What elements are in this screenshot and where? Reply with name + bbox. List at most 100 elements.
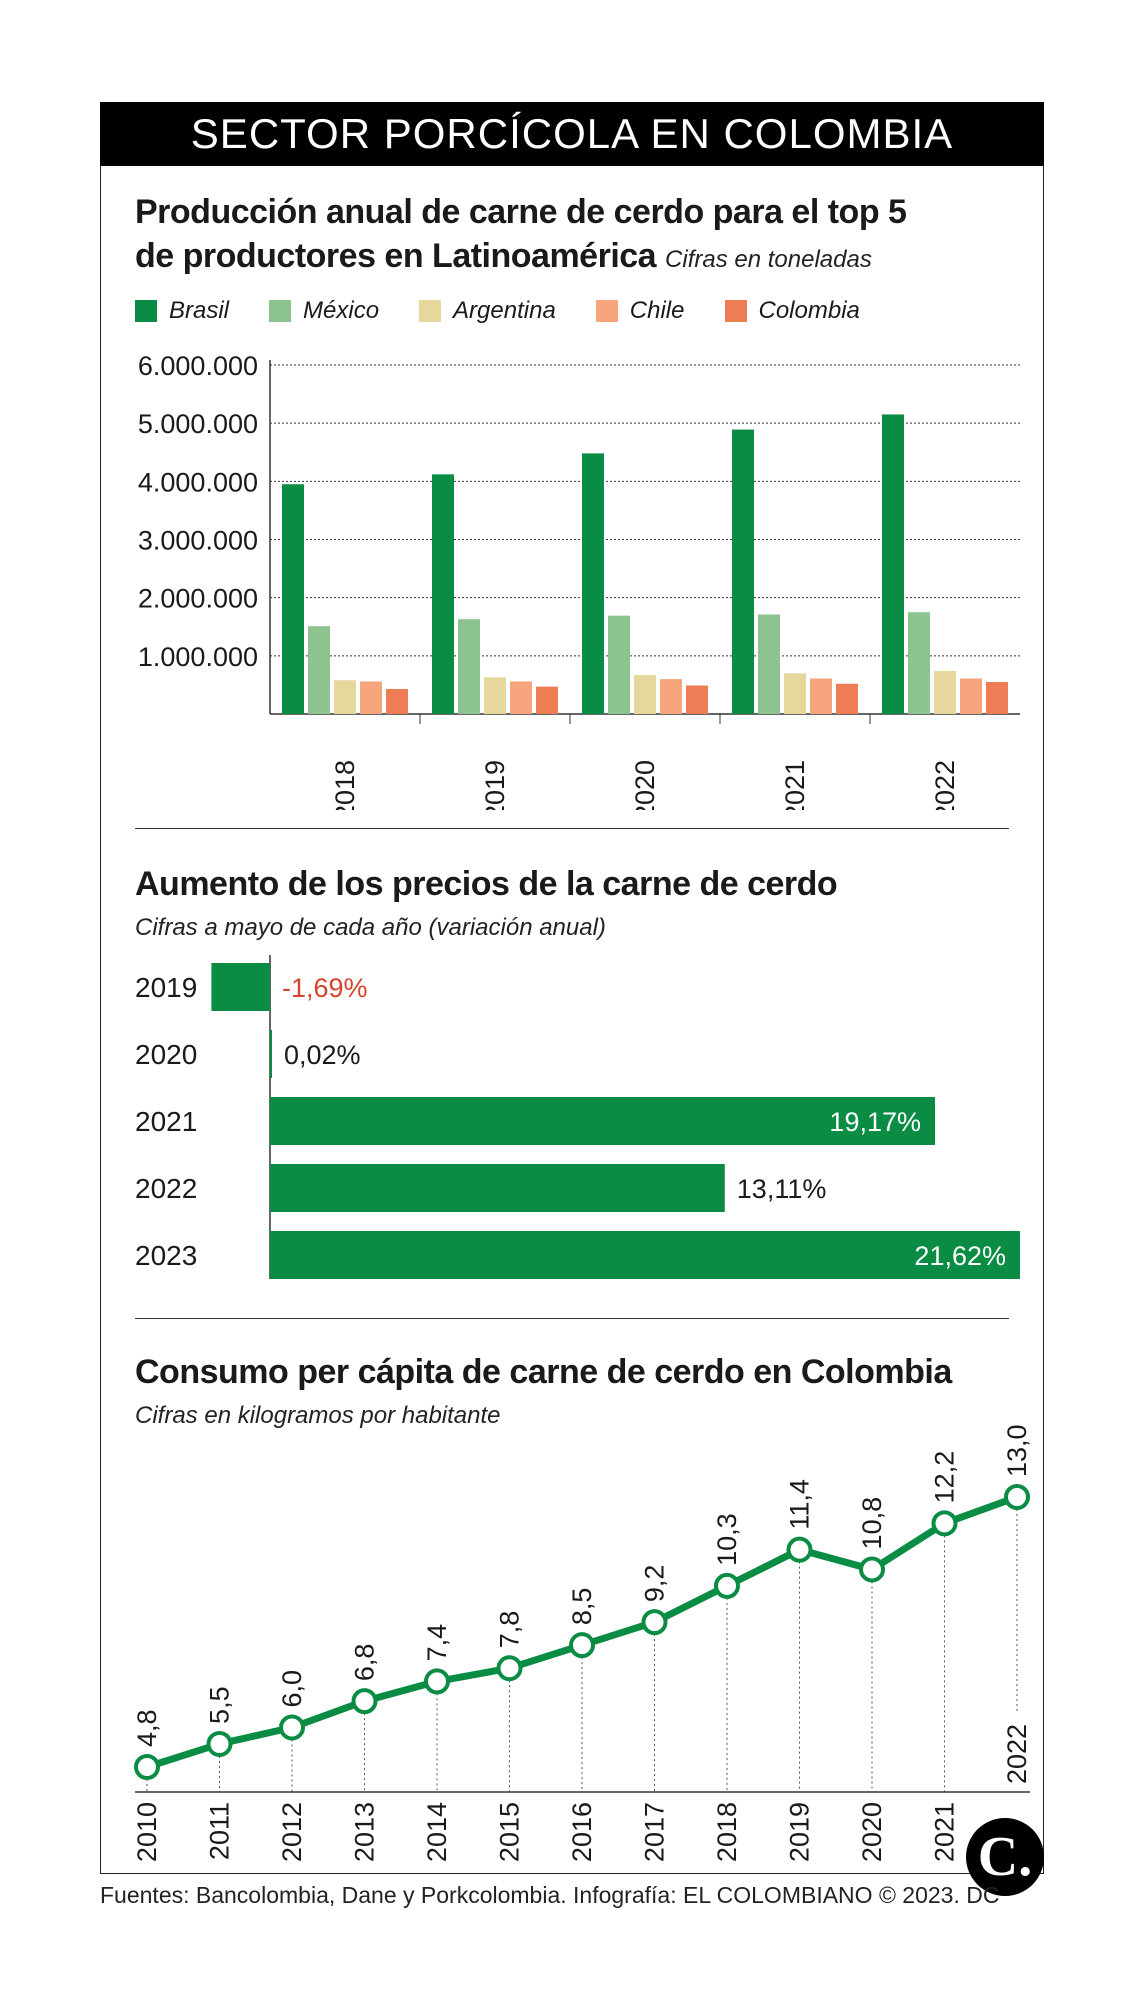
- bar-brasil-2019: [432, 474, 454, 714]
- point-2018: [714, 1572, 740, 1599]
- consumption-subtitle: Cifras en kilogramos por habitante: [135, 1402, 501, 1429]
- bar-chile-2019: [510, 681, 532, 714]
- bar-colombia-2020: [686, 685, 708, 714]
- year-label: 2022: [135, 1173, 197, 1204]
- value-label: 19,17%: [829, 1107, 921, 1137]
- point-value-label: 4,8: [132, 1709, 162, 1747]
- year-label: 2020: [857, 1802, 887, 1862]
- production-subtitle: Cifras en toneladas: [665, 246, 872, 273]
- year-label: 2010: [132, 1802, 162, 1862]
- year-label: 2015: [495, 1802, 525, 1862]
- price-bar-2022: [270, 1164, 725, 1212]
- point-2014: [424, 1668, 450, 1695]
- bar-méxico-2020: [608, 615, 630, 714]
- year-label: 2020: [135, 1039, 197, 1070]
- bar-colombia-2022: [986, 682, 1008, 714]
- bar-colombia-2018: [386, 688, 408, 714]
- y-tick-label: 5.000.000: [138, 409, 258, 439]
- legend-swatch: [135, 300, 157, 322]
- point-value-label: 7,8: [495, 1611, 525, 1649]
- point-value-label: 9,2: [640, 1565, 670, 1603]
- point-2017: [641, 1609, 668, 1636]
- prices-chart: 2019 -1,69% 2020 0,02% 2021 19,17% 2022 13,11% 2…: [135, 955, 1020, 1279]
- price-bar-2019: [211, 963, 270, 1011]
- bar-chile-2018: [360, 681, 382, 714]
- legend-item-chile: Chile: [595, 297, 685, 325]
- price-bar-2020: [270, 1030, 272, 1078]
- x-tick-label: 2020: [630, 760, 660, 810]
- price-bar-2021: [270, 1097, 936, 1145]
- year-label: 2017: [640, 1802, 670, 1862]
- bar-colombia-2021: [836, 683, 858, 714]
- year-label: 2023: [135, 1240, 197, 1271]
- x-tick-label: 2021: [780, 760, 810, 810]
- footer-sources: Fuentes: Bancolombia, Dane y Porkcolombi…: [100, 1882, 1000, 1908]
- production-title-line1: Producción anual de carne de cerdo para …: [135, 193, 907, 231]
- point-value-label: 5,5: [205, 1686, 235, 1724]
- point-2012: [279, 1714, 305, 1741]
- consumption-title: Consumo per cápita de carne de cerdo en …: [135, 1353, 952, 1391]
- x-tick-label: 2022: [930, 760, 960, 810]
- bar-méxico-2022: [908, 612, 930, 714]
- bar-méxico-2019: [458, 619, 480, 714]
- year-label: 2019: [785, 1802, 815, 1862]
- y-tick-label: 6.000.000: [138, 351, 258, 381]
- bar-argentina-2018: [334, 680, 356, 714]
- bar-chile-2020: [660, 679, 682, 714]
- point-2022: [1004, 1484, 1030, 1510]
- divider-2: [135, 1318, 1009, 1319]
- production-title-line2: de productores en Latinoamérica: [135, 237, 657, 275]
- bar-brasil-2018: [282, 484, 304, 714]
- bar-méxico-2021: [758, 614, 780, 714]
- value-label: 21,62%: [914, 1241, 1006, 1271]
- point-value-label: 6,8: [350, 1644, 380, 1682]
- point-value-label: 6,0: [277, 1670, 307, 1708]
- point-value-label: 12,2: [930, 1451, 960, 1504]
- banner-title: SECTOR PORCÍCOLA EN COLOMBIA: [100, 102, 1044, 166]
- year-label: 2022: [1002, 1724, 1032, 1784]
- legend-item-colombia: Colombia: [724, 297, 860, 325]
- point-value-label: 8,5: [567, 1588, 597, 1626]
- legend-swatch: [724, 300, 747, 322]
- point-2011: [206, 1730, 233, 1757]
- year-label: 2011: [205, 1802, 235, 1860]
- value-label: 13,11%: [737, 1174, 827, 1204]
- year-label: 2016: [567, 1802, 597, 1862]
- y-tick-label: 1.000.000: [138, 642, 258, 672]
- year-label: 2018: [712, 1802, 742, 1862]
- bar-argentina-2020: [634, 675, 656, 714]
- point-2019: [786, 1536, 813, 1563]
- legend-label: Brasil: [169, 297, 230, 324]
- year-label: 2014: [422, 1802, 452, 1862]
- legend-label: México: [303, 297, 380, 324]
- legend-item-méxico: México: [269, 297, 379, 325]
- production-chart: 1.000.000 2.000.000 3.000.000 4.000.000 5.00…: [138, 351, 1020, 810]
- point-2010: [134, 1754, 160, 1780]
- bar-argentina-2022: [934, 670, 956, 714]
- production-legend: Brasil México Argentina Chile Colombia: [135, 296, 860, 326]
- bar-brasil-2021: [732, 429, 754, 714]
- consumption-chart: 4,8 2010 5,5 2011 6,0 2012 6,8 2013 7,4 2014 7,8 20…: [132, 1424, 1032, 1862]
- production-title: Producción anual de carne de cerdo para …: [135, 190, 907, 282]
- point-value-label: 10,3: [712, 1513, 742, 1566]
- legend-swatch: [269, 300, 292, 322]
- point-value-label: 13,0: [1002, 1424, 1032, 1477]
- y-tick-label: 2.000.000: [138, 584, 258, 614]
- bar-chile-2022: [960, 678, 982, 714]
- bar-argentina-2019: [484, 677, 506, 714]
- x-tick-label: 2019: [480, 760, 510, 810]
- year-label: 2012: [277, 1802, 307, 1862]
- bar-argentina-2021: [784, 673, 806, 714]
- divider-1: [135, 828, 1009, 829]
- point-2020: [859, 1556, 885, 1583]
- x-tick-label: 2018: [330, 760, 360, 810]
- year-label: 2021: [930, 1802, 960, 1862]
- bar-brasil-2022: [882, 414, 904, 714]
- bar-chile-2021: [810, 678, 832, 714]
- y-tick-label: 3.000.000: [138, 526, 258, 556]
- value-label: -1,69%: [282, 973, 368, 1003]
- bar-colombia-2019: [536, 686, 558, 714]
- point-2015: [496, 1655, 523, 1682]
- legend-item-brasil: Brasil: [135, 297, 229, 325]
- legend-swatch: [595, 300, 618, 322]
